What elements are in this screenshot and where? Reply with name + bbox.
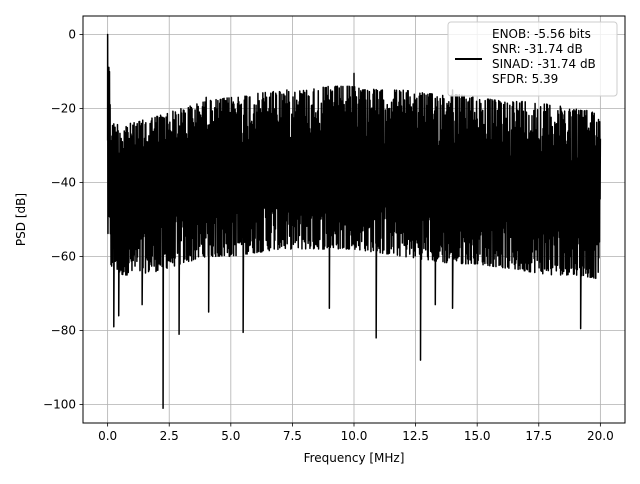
tick-layer: 0.0 2.5 5.0 7.5 10.0 12.5 15.0 17.5 20.0 0 −20 −40 −… — [43, 28, 614, 444]
x-tick-label: 10.0 — [341, 429, 368, 443]
y-tick-label: −60 — [51, 250, 76, 264]
x-tick-label: 15.0 — [464, 429, 491, 443]
x-tick-label: 12.5 — [402, 429, 429, 443]
y-tick-label: 0 — [68, 28, 76, 42]
legend: ENOB: -5.56 bits SNR: -31.74 dB SINAD: -31… — [447, 21, 618, 97]
y-tick-label: −80 — [51, 324, 76, 338]
psd-series-line — [106, 33, 602, 409]
x-tick-label: 7.5 — [283, 429, 302, 443]
y-tick-label: −20 — [51, 102, 76, 116]
y-tick-label: −100 — [43, 398, 76, 412]
x-tick-label: 20.0 — [587, 429, 614, 443]
x-tick-label: 0.0 — [98, 429, 117, 443]
x-axis-label: Frequency [MHz] — [304, 451, 405, 465]
legend-box — [447, 21, 618, 97]
x-tick-label: 2.5 — [160, 429, 179, 443]
data-layer — [106, 33, 602, 409]
y-tick-label: −40 — [51, 176, 76, 190]
legend-label: ENOB: -5.56 bits SNR: -31.74 dB SINAD: -31… — [492, 27, 596, 86]
x-tick-label: 17.5 — [525, 429, 552, 443]
x-tick-label: 5.0 — [221, 429, 240, 443]
y-axis-label: PSD [dB] — [14, 193, 28, 246]
